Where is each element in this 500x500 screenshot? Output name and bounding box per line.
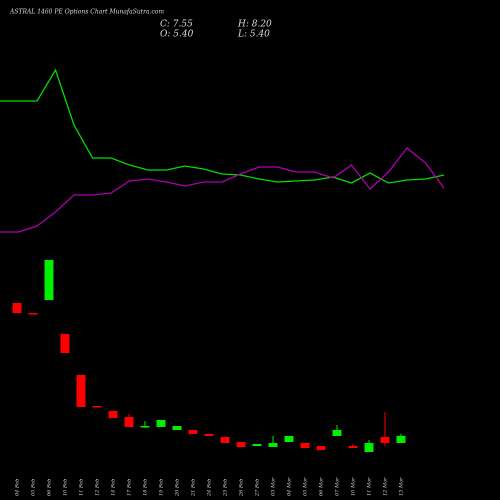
- x-tick-label: 17 Feb: [127, 479, 133, 496]
- candle-body: [76, 375, 86, 407]
- candle-body: [108, 411, 118, 418]
- x-tick-label: 20 Feb: [175, 479, 181, 497]
- x-tick-label: 11 Feb: [79, 479, 85, 496]
- candle-body: [124, 417, 134, 427]
- candle-body: [12, 303, 22, 313]
- candle-body: [284, 436, 294, 442]
- candle-body: [268, 443, 278, 447]
- candle-body: [316, 446, 326, 450]
- x-tick-label: 14 Feb: [111, 479, 117, 496]
- candle-body: [236, 442, 246, 447]
- candle-body: [188, 430, 198, 434]
- candle-body: [396, 435, 406, 443]
- candle-body: [204, 434, 214, 436]
- x-tick-label: 21 Feb: [191, 479, 197, 497]
- candle-body: [380, 437, 390, 443]
- chart-title: ASTRAL 1460 PE Options Chart MunafaSutra…: [9, 9, 164, 16]
- x-tick-label: 10 Mar: [351, 477, 357, 496]
- x-tick-label: 06 Feb: [47, 479, 53, 496]
- candle-body: [348, 446, 358, 448]
- x-tick-label: 11 Mar: [367, 477, 373, 496]
- candle-body: [300, 443, 310, 448]
- x-tick-label: 25 Feb: [223, 479, 229, 497]
- x-tick-label: 26 Feb: [239, 479, 245, 497]
- candle-body: [44, 260, 54, 300]
- x-tick-label: 03 Mar: [271, 477, 277, 496]
- ohlc-close: C: 7.55: [160, 20, 193, 30]
- ohlc-open: O: 5.40: [160, 30, 194, 40]
- line: [0, 68, 445, 184]
- x-tick-label: 10 Feb: [63, 479, 69, 496]
- x-tick-label: 18 Feb: [143, 479, 149, 496]
- x-tick-label: 06 Mar: [319, 477, 325, 496]
- x-tick-label: 12 Feb: [95, 479, 101, 496]
- candle-body: [140, 426, 150, 428]
- candle-body: [60, 334, 70, 353]
- candle-body: [156, 420, 166, 427]
- x-tick-label: 12 Mar: [383, 477, 389, 496]
- x-tick-label: 13 Mar: [399, 477, 405, 496]
- x-tick-label: 04 Mar: [287, 477, 293, 496]
- candle-body: [332, 430, 342, 436]
- candle-body: [28, 313, 38, 315]
- candle-body: [252, 444, 262, 446]
- x-tick-label: 05 Feb: [31, 479, 37, 496]
- x-tick-label: 04 Feb: [15, 479, 21, 496]
- x-tick-label: 07 Mar: [335, 477, 341, 496]
- ohlc-low: L: 5.40: [237, 30, 270, 40]
- x-tick-label: 27 Feb: [255, 479, 261, 497]
- x-tick-label: 24 Feb: [207, 479, 213, 497]
- candle-body: [364, 443, 374, 452]
- line: [0, 147, 445, 233]
- candle-body: [92, 406, 102, 408]
- ohlc-high: H: 8.20: [237, 20, 272, 30]
- candle-body: [220, 437, 230, 443]
- x-tick-label: 05 Mar: [303, 477, 309, 496]
- x-tick-label: 19 Feb: [159, 479, 165, 496]
- candle-body: [172, 426, 182, 430]
